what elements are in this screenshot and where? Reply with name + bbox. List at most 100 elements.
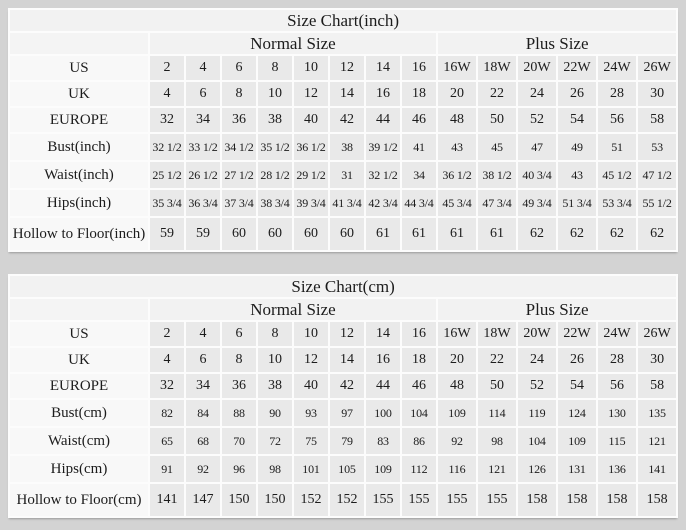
size-cell: 36 3/4 <box>186 190 220 216</box>
table-row: Waist(inch) 25 1/2 26 1/2 27 1/2 28 1/2 29 1/… <box>10 162 677 188</box>
size-cell: 32 1/2 <box>366 162 400 188</box>
size-cell: 10 <box>258 82 292 106</box>
table-row: Waist(cm) 65 68 70 72 75 79 83 86 92 98 104 109 115 12… <box>10 428 677 454</box>
size-cell: 59 <box>186 218 220 250</box>
size-cell: 147 <box>186 484 220 516</box>
table-row: UK 4 6 8 10 12 14 16 18 20 22 24 26 28 30 <box>10 82 677 106</box>
size-cell: 47 1/2 <box>638 162 677 188</box>
size-cell: 68 <box>186 428 220 454</box>
table-title-row: Size Chart(cm) <box>10 276 677 297</box>
size-cell: 12 <box>294 82 328 106</box>
size-cell: 59 <box>150 218 184 250</box>
size-cell: 52 <box>518 374 556 398</box>
size-cell: 46 <box>402 108 436 132</box>
corner-cell <box>10 299 148 320</box>
size-cell: 20W <box>518 56 556 80</box>
size-chart-page: Size Chart(inch) Normal Size Plus Size US 2 4… <box>8 8 679 518</box>
size-cell: 24W <box>598 56 636 80</box>
size-cell: 25 1/2 <box>150 162 184 188</box>
size-cell: 39 3/4 <box>294 190 328 216</box>
row-label: US <box>10 322 148 346</box>
size-cell: 114 <box>478 400 516 426</box>
size-cell: 60 <box>330 218 364 250</box>
size-cell: 10 <box>258 348 292 372</box>
size-cell: 104 <box>518 428 556 454</box>
size-cell: 48 <box>438 108 476 132</box>
size-cell: 65 <box>150 428 184 454</box>
size-cell: 16 <box>366 82 400 106</box>
table-row: Hips(cm) 91 92 96 98 101 105 109 112 116 121 126 131… <box>10 456 677 482</box>
size-cell: 16 <box>402 56 436 80</box>
size-cell: 62 <box>558 218 596 250</box>
row-label: US <box>10 56 148 80</box>
size-cell: 10 <box>294 322 328 346</box>
size-cell: 14 <box>366 322 400 346</box>
size-cell: 62 <box>638 218 677 250</box>
size-cell: 32 <box>150 108 184 132</box>
column-group-normal-size: Normal Size <box>150 299 436 320</box>
size-cell: 126 <box>518 456 556 482</box>
size-cell: 91 <box>150 456 184 482</box>
size-cell: 158 <box>518 484 556 516</box>
size-cell: 42 3/4 <box>366 190 400 216</box>
size-cell: 109 <box>558 428 596 454</box>
size-cell: 33 1/2 <box>186 134 220 160</box>
size-cell: 135 <box>638 400 677 426</box>
table-row: US 2 4 6 8 10 12 14 16 16W 18W 20W 22W 24W 26W <box>10 56 677 80</box>
size-cell: 34 <box>402 162 436 188</box>
size-cell: 42 <box>330 108 364 132</box>
size-cell: 22W <box>558 322 596 346</box>
size-cell: 109 <box>438 400 476 426</box>
size-cell: 141 <box>638 456 677 482</box>
size-cell: 61 <box>366 218 400 250</box>
size-cell: 100 <box>366 400 400 426</box>
size-cell: 92 <box>186 456 220 482</box>
size-cell: 98 <box>258 456 292 482</box>
size-cell: 22 <box>478 82 516 106</box>
table-row: EUROPE 32 34 36 38 40 42 44 46 48 50 52 54 56 58 <box>10 108 677 132</box>
size-cell: 121 <box>638 428 677 454</box>
size-cell: 8 <box>222 348 256 372</box>
size-cell: 8 <box>258 322 292 346</box>
table-title: Size Chart(cm) <box>10 276 677 297</box>
size-cell: 26W <box>638 322 677 346</box>
size-cell: 4 <box>186 56 220 80</box>
row-label: UK <box>10 82 148 106</box>
size-cell: 16W <box>438 322 476 346</box>
size-cell: 53 <box>638 134 677 160</box>
size-cell: 22W <box>558 56 596 80</box>
column-group-row: Normal Size Plus Size <box>10 33 677 54</box>
size-cell: 60 <box>222 218 256 250</box>
size-cell: 119 <box>518 400 556 426</box>
size-cell: 18 <box>402 82 436 106</box>
size-chart-cm-table: Size Chart(cm) Normal Size Plus Size US 2 4 6 8… <box>8 274 679 518</box>
size-cell: 18W <box>478 322 516 346</box>
size-cell: 4 <box>150 82 184 106</box>
size-cell: 35 1/2 <box>258 134 292 160</box>
size-cell: 26 1/2 <box>186 162 220 188</box>
size-cell: 44 <box>366 374 400 398</box>
size-cell: 61 <box>478 218 516 250</box>
size-chart-inch-table: Size Chart(inch) Normal Size Plus Size US 2 4… <box>8 8 679 252</box>
size-cell: 45 <box>478 134 516 160</box>
size-cell: 86 <box>402 428 436 454</box>
size-cell: 54 <box>558 108 596 132</box>
size-cell: 131 <box>558 456 596 482</box>
row-label: Bust(cm) <box>10 400 148 426</box>
size-cell: 22 <box>478 348 516 372</box>
size-cell: 105 <box>330 456 364 482</box>
size-cell: 158 <box>558 484 596 516</box>
size-cell: 39 1/2 <box>366 134 400 160</box>
size-cell: 30 <box>638 82 677 106</box>
size-cell: 27 1/2 <box>222 162 256 188</box>
size-cell: 44 <box>366 108 400 132</box>
size-cell: 6 <box>186 348 220 372</box>
column-group-plus-size: Plus Size <box>438 33 677 54</box>
size-cell: 82 <box>150 400 184 426</box>
size-cell: 50 <box>478 108 516 132</box>
size-cell: 47 3/4 <box>478 190 516 216</box>
size-cell: 53 3/4 <box>598 190 636 216</box>
row-label: UK <box>10 348 148 372</box>
size-cell: 24W <box>598 322 636 346</box>
size-cell: 51 <box>598 134 636 160</box>
